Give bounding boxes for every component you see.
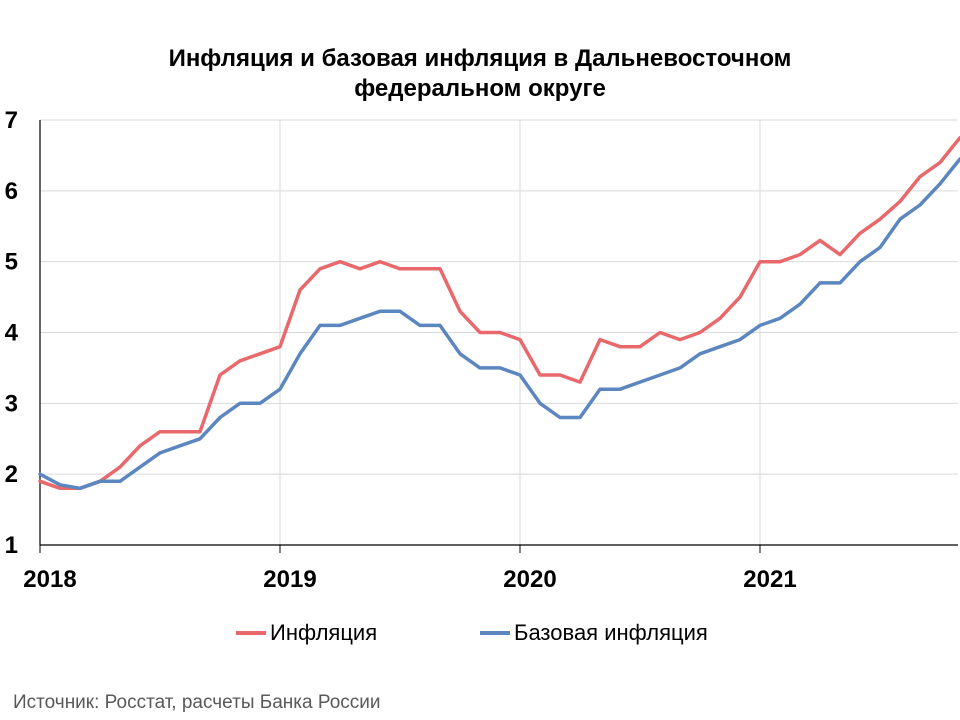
- x-tick-label-2018: 2018: [23, 566, 76, 593]
- y-tick-label-6: 6: [5, 178, 18, 205]
- series-line-core-inflation: [38, 157, 960, 491]
- y-tick-label-4: 4: [5, 320, 19, 347]
- legend-swatch-inflation: [236, 631, 266, 635]
- x-tick-label-2021: 2021: [743, 566, 796, 593]
- line-chart: 1 2 3 4 5 6 7 2018 2019 2020 2021: [5, 107, 960, 593]
- chart-title-line-2: федеральном округе: [354, 75, 606, 102]
- chart-title-line-1: Инфляция и базовая инфляция в Дальневост…: [168, 45, 792, 72]
- legend: Инфляция Базовая инфляция: [0, 620, 960, 650]
- axes: [39, 120, 958, 553]
- series-lines: [38, 135, 960, 491]
- y-tick-label-2: 2: [5, 461, 18, 488]
- y-tick-label-3: 3: [5, 390, 18, 417]
- y-tick-label-1: 1: [5, 532, 18, 559]
- tick-labels: 1 2 3 4 5 6 7 2018 2019 2020 2021: [5, 107, 797, 593]
- chart-title: Инфляция и базовая инфляция в Дальневост…: [0, 44, 960, 104]
- legend-item-inflation: Инфляция: [236, 620, 377, 646]
- series-line-inflation: [38, 135, 960, 491]
- legend-label-inflation: Инфляция: [270, 620, 378, 645]
- y-tick-label-5: 5: [5, 249, 18, 276]
- x-tick-label-2019: 2019: [263, 566, 316, 593]
- legend-item-core-inflation: Базовая инфляция: [480, 620, 708, 646]
- source-note: Источник: Росстат, расчеты Банка России: [13, 692, 381, 713]
- x-tick-label-2020: 2020: [503, 566, 556, 593]
- y-tick-label-7: 7: [5, 107, 18, 134]
- legend-label-core-inflation: Базовая инфляция: [514, 620, 708, 645]
- legend-swatch-core-inflation: [480, 631, 510, 635]
